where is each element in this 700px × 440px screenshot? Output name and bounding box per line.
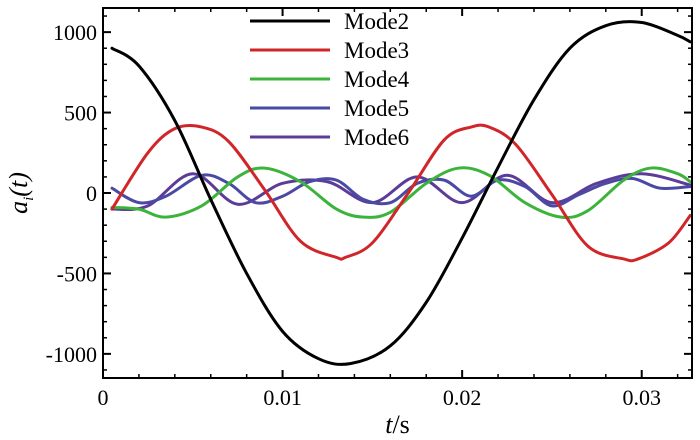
series-line-mode3 — [110, 123, 692, 263]
y-tick-label: 500 — [64, 101, 97, 126]
axes-layer: 0 0.01 0.02 0.03 -1000 -500 0 500 1000 t/s ai(t) — [4, 7, 693, 439]
x-tick-label: 0 — [98, 385, 109, 410]
x-tick-label: 0.01 — [263, 385, 302, 410]
plot-frame — [102, 7, 693, 379]
series-line-mode5 — [110, 173, 692, 208]
y-tick-label: 0 — [86, 181, 97, 206]
series-line-mode2 — [110, 20, 692, 366]
legend-label-mode5: Mode5 — [344, 96, 409, 121]
x-axis-label: t/s — [385, 410, 410, 439]
series-line-mode4 — [110, 166, 692, 220]
y-tick-label: -1000 — [46, 342, 97, 367]
y-axis-label: ai(t) — [4, 172, 37, 214]
series-layer — [110, 20, 692, 366]
legend-label-mode2: Mode2 — [344, 9, 409, 34]
y-tick-label: -500 — [57, 261, 97, 286]
legend-label-mode6: Mode6 — [344, 125, 409, 150]
y-tick-label: 1000 — [53, 20, 97, 45]
legend: Mode2 Mode3 Mode4 Mode5 Mode6 — [250, 9, 410, 150]
legend-label-mode4: Mode4 — [344, 67, 410, 92]
series-line-mode6 — [110, 172, 692, 211]
legend-label-mode3: Mode3 — [344, 38, 409, 63]
x-tick-label: 0.02 — [443, 385, 482, 410]
x-tick-label: 0.03 — [622, 385, 661, 410]
